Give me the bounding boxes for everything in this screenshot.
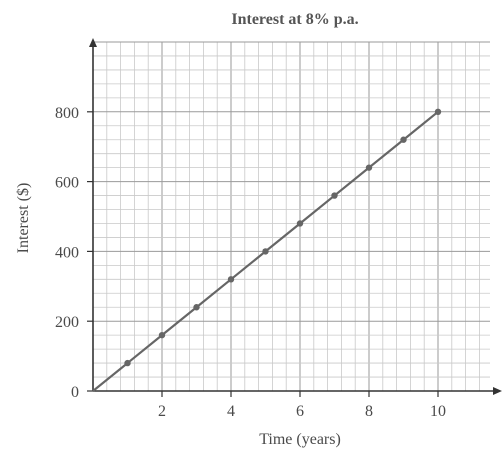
axes	[87, 38, 502, 397]
data-point	[193, 304, 200, 311]
data-point	[158, 331, 166, 339]
data-point	[296, 220, 304, 227]
chart-title: Interest at 8% p.a.	[231, 11, 358, 28]
x-tick-label: 6	[296, 403, 304, 420]
y-tick-label: 200	[55, 314, 79, 331]
x-tick-label: 2	[158, 403, 166, 420]
series	[92, 108, 442, 392]
data-point	[365, 164, 373, 171]
data-point	[227, 276, 235, 283]
data-point	[400, 136, 407, 143]
y-tick-label: 600	[55, 175, 79, 192]
y-tick-label: 400	[55, 244, 79, 261]
x-axis-label: Time (years)	[259, 431, 341, 448]
grid	[93, 41, 490, 391]
y-tick-label: 800	[55, 105, 79, 122]
y-tick-label: 0	[71, 384, 79, 401]
x-tick-label: 10	[430, 403, 446, 420]
data-point	[124, 359, 131, 367]
x-axis-arrow	[493, 387, 502, 395]
y-axis-arrow	[89, 38, 97, 47]
x-tick-label: 4	[227, 403, 235, 420]
data-point	[262, 248, 269, 255]
x-tick-label: 8	[365, 403, 373, 420]
y-axis-label: Interest ($)	[15, 183, 32, 254]
data-point	[434, 108, 442, 116]
tick-labels: 2 4 6 8 10 0 200 400 600 800	[55, 105, 446, 420]
data-point	[331, 192, 338, 199]
